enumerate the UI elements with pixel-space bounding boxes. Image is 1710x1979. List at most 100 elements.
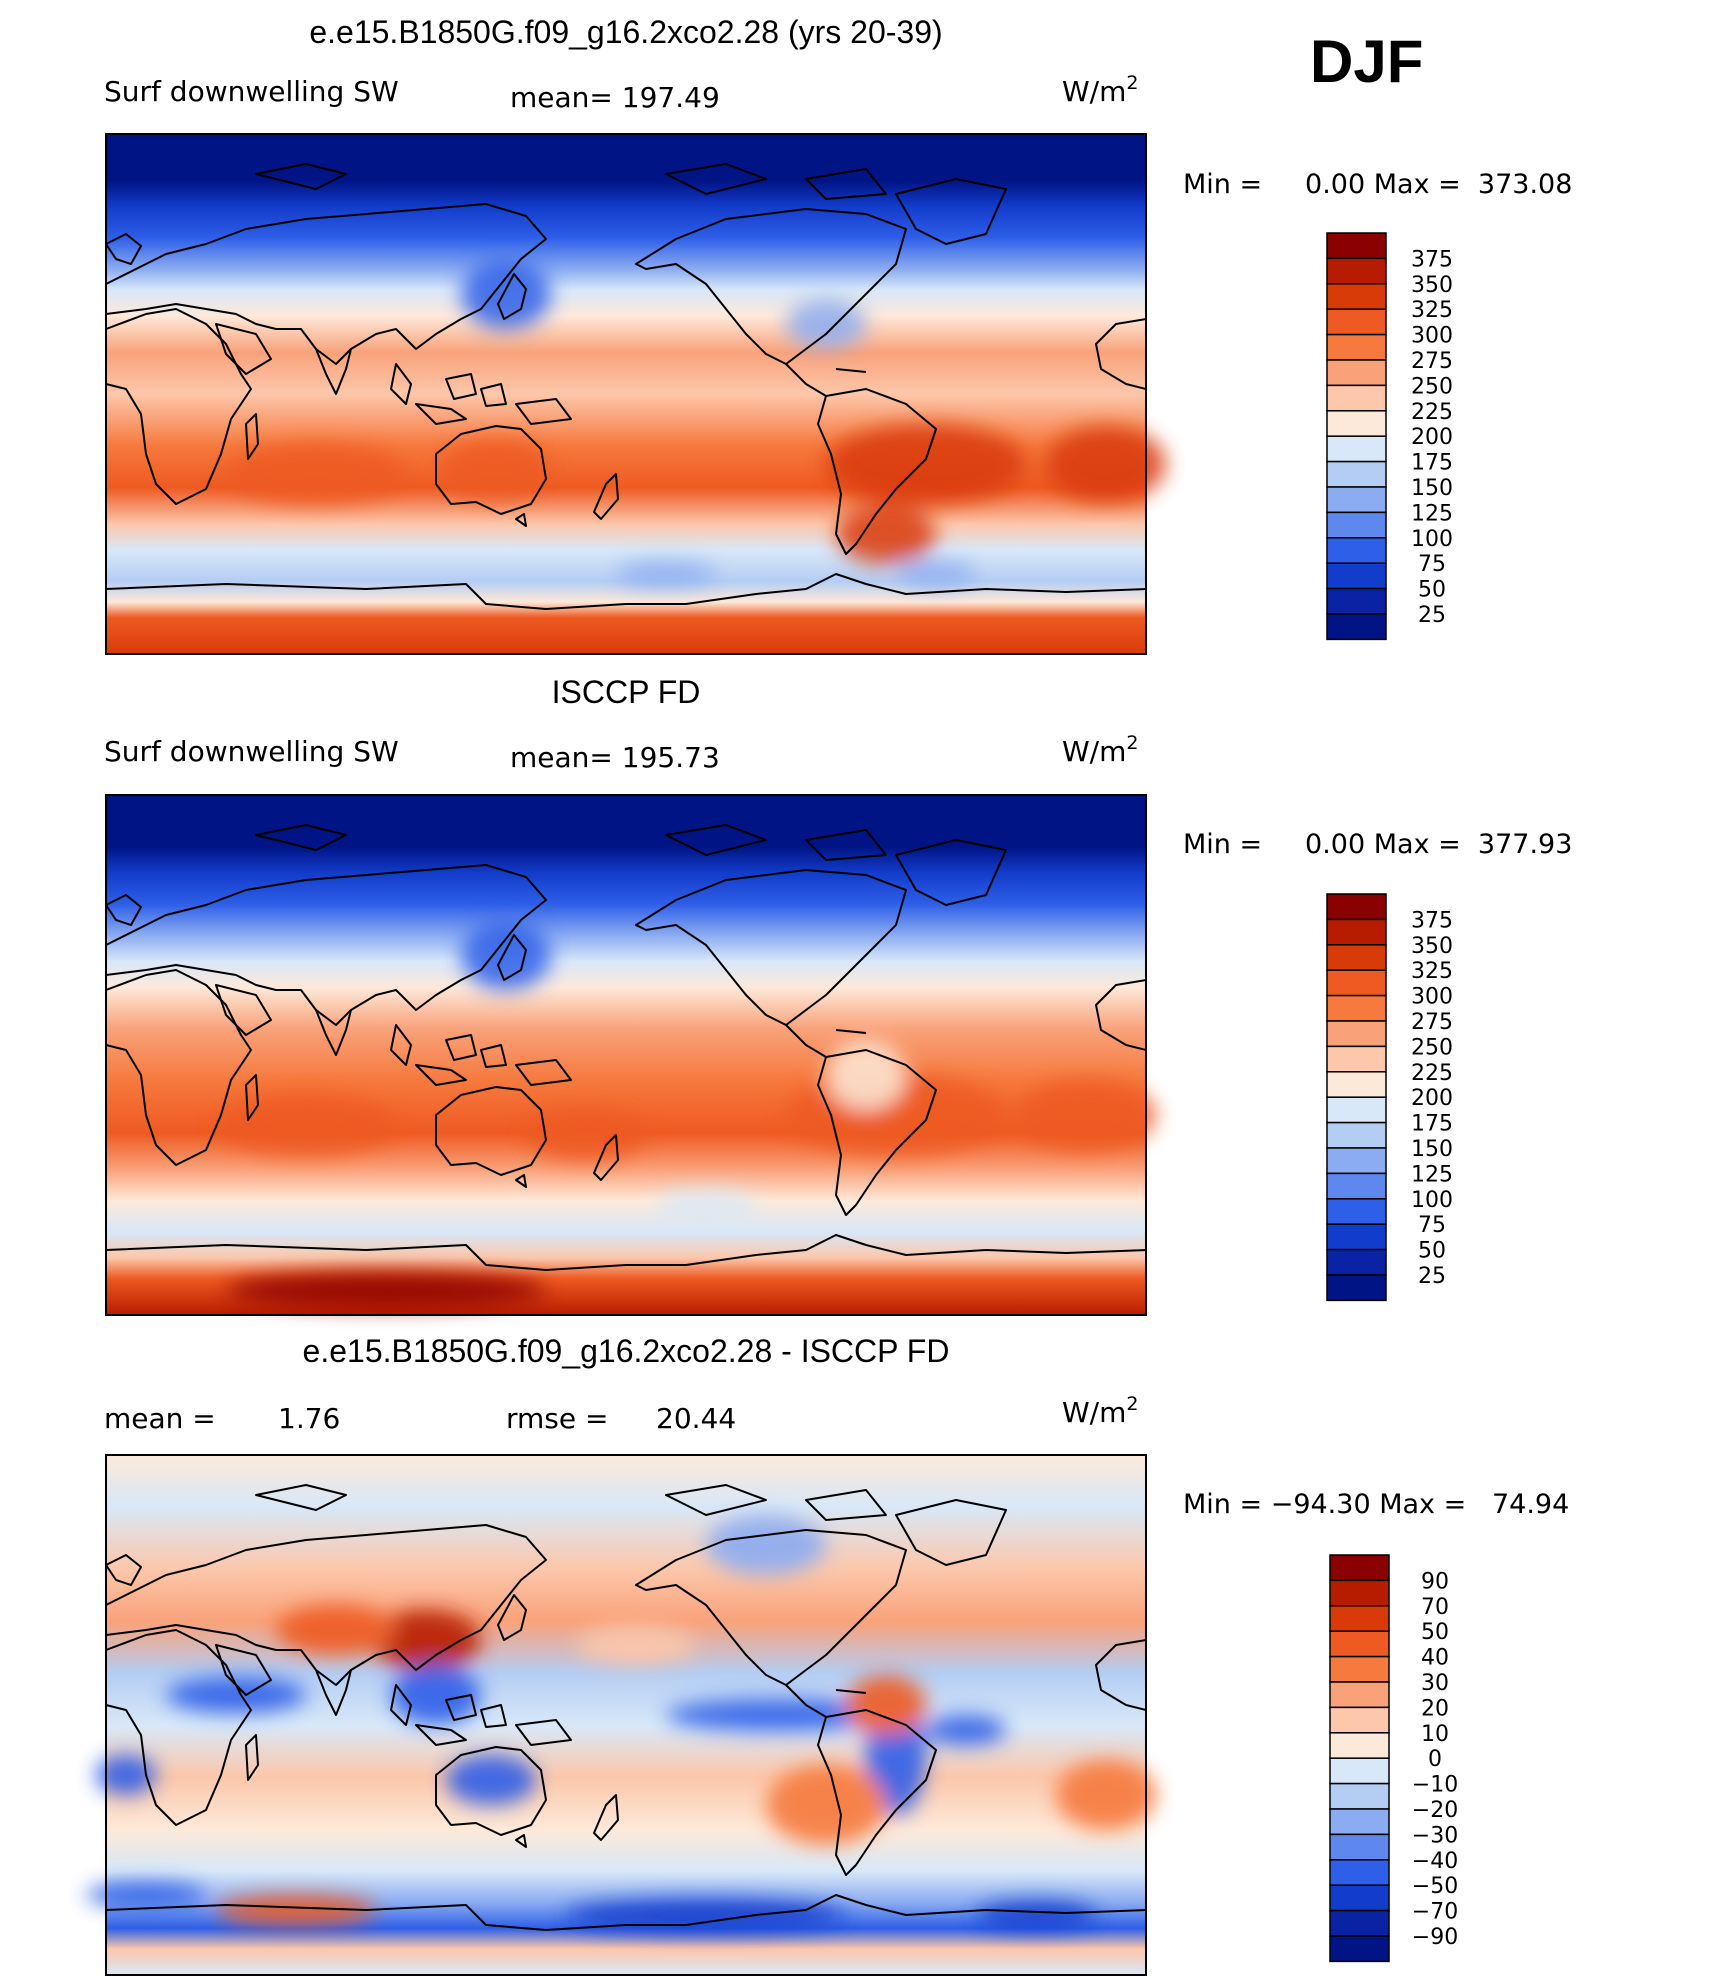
colorbar-tick-label: 75 bbox=[1418, 552, 1446, 577]
units-label: W/m2 bbox=[1062, 72, 1139, 108]
colorbar-tick-label: −50 bbox=[1412, 1874, 1458, 1899]
colorbar-swatch bbox=[1326, 283, 1387, 310]
colorbar-swatch bbox=[1326, 893, 1387, 921]
rmse-value: 20.44 bbox=[656, 1402, 736, 1435]
panel-obs: ISCCP FD Surf downwelling SW mean= 195.7… bbox=[104, 674, 1572, 1316]
panel-title: e.e15.B1850G.f09_g16.2xco2.28 - ISCCP FD bbox=[303, 1333, 950, 1369]
colorbar-swatch bbox=[1329, 1884, 1390, 1912]
colorbar-swatch bbox=[1329, 1732, 1390, 1759]
mean-value: 195.73 bbox=[622, 741, 720, 774]
colorbar-swatch bbox=[1329, 1605, 1390, 1632]
colorbar-tick-label: 150 bbox=[1411, 476, 1453, 501]
colorbar-swatch bbox=[1326, 562, 1387, 590]
colorbar-tick-label: −10 bbox=[1412, 1773, 1458, 1798]
colorbar-tick-label: 200 bbox=[1411, 425, 1453, 450]
colorbar-swatch bbox=[1326, 1147, 1387, 1175]
colorbar-swatch bbox=[1326, 994, 1387, 1022]
colorbar-tick-label: 10 bbox=[1421, 1722, 1449, 1747]
colorbar-swatch bbox=[1329, 1706, 1390, 1734]
colorbar-tick-label: 175 bbox=[1411, 451, 1453, 476]
colorbar-tick-label: 200 bbox=[1411, 1086, 1453, 1111]
colorbar-swatch bbox=[1329, 1909, 1390, 1937]
colorbar-swatch bbox=[1326, 1071, 1387, 1098]
colorbar-tick-label: 275 bbox=[1411, 1010, 1453, 1035]
map-field bbox=[105, 794, 1156, 1316]
colorbar-tick-label: 300 bbox=[1411, 985, 1453, 1010]
colorbar-swatch bbox=[1326, 384, 1387, 412]
colorbar-swatch bbox=[1326, 1172, 1387, 1200]
colorbar-tick-label: 375 bbox=[1411, 908, 1453, 933]
colorbar-tick-label: 150 bbox=[1411, 1137, 1453, 1162]
colorbar-tick-label: 100 bbox=[1411, 1188, 1453, 1213]
colorbar-tick-label: 50 bbox=[1418, 1239, 1446, 1264]
colorbar-swatch bbox=[1329, 1833, 1390, 1861]
colorbar-tick-label: 125 bbox=[1411, 1162, 1453, 1187]
colorbar-swatch bbox=[1329, 1554, 1390, 1582]
colorbar-swatch bbox=[1326, 587, 1387, 615]
panel-difference: e.e15.B1850G.f09_g16.2xco2.28 - ISCCP FD… bbox=[86, 1333, 1569, 1976]
colorbar-swatch bbox=[1329, 1630, 1390, 1658]
colorbar-swatch bbox=[1326, 1121, 1387, 1149]
colorbar-tick-label: 325 bbox=[1411, 298, 1453, 323]
colorbar-tick-label: 70 bbox=[1421, 1595, 1449, 1620]
colorbar-swatch bbox=[1329, 1782, 1390, 1810]
variable-label: Surf downwelling SW bbox=[104, 75, 399, 108]
minmax-text: Min = 0.00 Max = 373.08 bbox=[1183, 169, 1572, 200]
mean-label: mean = 1.76 bbox=[104, 1402, 340, 1435]
colorbar-swatch bbox=[1326, 460, 1387, 488]
colorbar-tick-label: 250 bbox=[1411, 374, 1453, 399]
colorbar-tick-label: 25 bbox=[1418, 1264, 1446, 1289]
colorbar-tick-label: −90 bbox=[1412, 1925, 1458, 1950]
map-field bbox=[86, 1454, 1156, 1976]
minmax-text: Min = −94.30 Max = 74.94 bbox=[1183, 1489, 1569, 1520]
colorbar-swatch bbox=[1326, 1274, 1387, 1302]
colorbar-tick-label: 100 bbox=[1411, 527, 1453, 552]
variable-label: Surf downwelling SW bbox=[104, 735, 399, 768]
colorbar-tick-label: −40 bbox=[1412, 1849, 1458, 1874]
colorbar-tick-label: −20 bbox=[1412, 1798, 1458, 1823]
mean-label: mean= 195.73 bbox=[510, 741, 720, 774]
colorbar-tick-label: 175 bbox=[1411, 1112, 1453, 1137]
colorbar-tick-label: 300 bbox=[1411, 324, 1453, 349]
colorbar-swatch bbox=[1326, 435, 1387, 463]
colorbar-tick-label: 225 bbox=[1411, 1061, 1453, 1086]
colorbar-tick-label: 0 bbox=[1428, 1747, 1442, 1772]
mean-value: 197.49 bbox=[622, 81, 720, 114]
colorbar-swatch bbox=[1326, 537, 1387, 564]
colorbar-tick-label: 75 bbox=[1418, 1213, 1446, 1238]
map-field bbox=[105, 133, 1166, 655]
units-label: W/m2 bbox=[1062, 1393, 1139, 1429]
colorbar-tick-label: 275 bbox=[1411, 349, 1453, 374]
colorbar-swatch bbox=[1326, 410, 1387, 437]
colorbar: 3753503253002752502252001751501251007550… bbox=[1326, 893, 1453, 1302]
rmse-label: rmse = 20.44 bbox=[506, 1402, 736, 1435]
mean-value: 1.76 bbox=[278, 1402, 340, 1435]
colorbar-tick-label: −30 bbox=[1412, 1823, 1458, 1848]
colorbar-swatch bbox=[1326, 918, 1387, 946]
colorbar-swatch bbox=[1326, 1223, 1387, 1251]
colorbar-swatch bbox=[1326, 257, 1387, 285]
colorbar-tick-label: 40 bbox=[1421, 1646, 1449, 1671]
colorbar-swatch bbox=[1326, 1198, 1387, 1225]
colorbar-tick-label: 50 bbox=[1421, 1620, 1449, 1645]
colorbar-swatch bbox=[1326, 486, 1387, 514]
colorbar-tick-label: 350 bbox=[1411, 934, 1453, 959]
panel-model: e.e15.B1850G.f09_g16.2xco2.28 (yrs 20-39… bbox=[104, 14, 1572, 655]
minmax-text: Min = 0.00 Max = 377.93 bbox=[1183, 829, 1572, 860]
colorbar-swatch bbox=[1329, 1859, 1390, 1886]
colorbar-tick-label: 225 bbox=[1411, 400, 1453, 425]
colorbar-swatch bbox=[1326, 944, 1387, 971]
colorbar-swatch bbox=[1326, 969, 1387, 997]
colorbar: 3753503253002752502252001751501251007550… bbox=[1326, 232, 1453, 641]
units-label: W/m2 bbox=[1062, 732, 1139, 768]
colorbar-tick-label: 25 bbox=[1418, 603, 1446, 628]
panel-title: ISCCP FD bbox=[552, 674, 701, 710]
colorbar-swatch bbox=[1326, 308, 1387, 336]
colorbar-swatch bbox=[1326, 1020, 1387, 1048]
colorbar-tick-label: 50 bbox=[1418, 578, 1446, 603]
colorbar-tick-label: 325 bbox=[1411, 959, 1453, 984]
colorbar-swatch bbox=[1326, 333, 1387, 361]
colorbar-swatch bbox=[1326, 359, 1387, 387]
mean-label: mean= 197.49 bbox=[510, 81, 720, 114]
